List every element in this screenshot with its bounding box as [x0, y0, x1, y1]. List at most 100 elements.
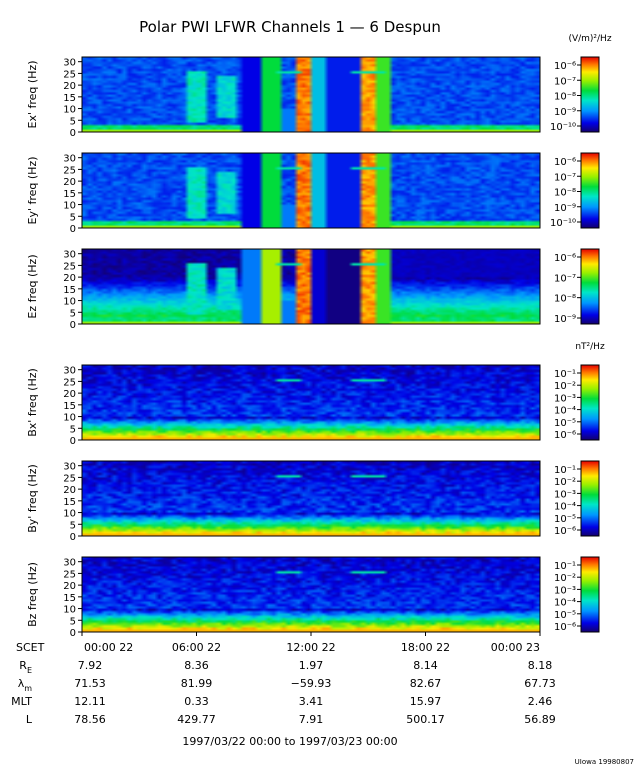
colorbar-tick-label: 10⁻⁵ [554, 514, 576, 525]
ephemeris-table: RE 7.92 8.36 1.97 8.14 8.18 λm 71.53 81.99 −59.93… [11, 659, 556, 726]
colorbar-tick-label: 10⁻⁴ [554, 406, 576, 417]
ytick-label: 30 [63, 366, 76, 377]
colorbar-tick-label: 10⁻⁶ [554, 526, 576, 537]
ytick-label: 10 [63, 509, 76, 520]
ytick-label: 10 [63, 201, 76, 212]
ephemeris-value: 0.33 [184, 695, 209, 708]
spectrogram-ez [82, 249, 540, 324]
colorbar-tick-label: 10⁻⁶ [554, 157, 576, 168]
ytick-label: 15 [63, 593, 76, 604]
colorbar-ez [580, 248, 600, 325]
ytick-label: 5 [70, 520, 76, 531]
ytick-label: 25 [63, 261, 76, 272]
ephemeris-value: 500.17 [406, 713, 445, 726]
colorbar-tick-label: 10⁻⁹ [554, 203, 576, 214]
ytick-label: 5 [70, 616, 76, 627]
ytick-label: 30 [63, 462, 76, 473]
colorbar-tick-label: 10⁻⁶ [554, 622, 576, 633]
ylabel-ez: Ez freq (Hz) [26, 254, 39, 318]
ytick-label: 15 [63, 401, 76, 412]
ephemeris-value: 15.97 [410, 695, 442, 708]
ytick-label: 25 [63, 165, 76, 176]
ytick-label: 5 [70, 308, 76, 319]
ytick-label: 0 [70, 320, 76, 331]
ytick-label: 20 [63, 273, 76, 284]
colorbar-bx [580, 364, 600, 441]
ephemeris-label: RE [19, 659, 32, 675]
unit-bx: nT²/Hz [575, 342, 605, 352]
ytick-label: 5 [70, 212, 76, 223]
ytick-label: 0 [70, 128, 76, 139]
ephemeris-value: 81.99 [181, 677, 213, 690]
ytick-label: 0 [70, 436, 76, 447]
colorbar-tick-label: 10⁻² [554, 573, 576, 584]
colorbar-tick-label: 10⁻² [554, 381, 576, 392]
colorbar-tick-label: 10⁻⁸ [554, 294, 576, 305]
ytick-label: 30 [63, 558, 76, 569]
spectrogram-ex [82, 57, 540, 132]
frame-bx [81, 364, 541, 441]
colorbar-tick-label: 10⁻⁴ [554, 598, 576, 609]
ephemeris-value: 78.56 [74, 713, 106, 726]
ephemeris-value: 71.53 [74, 677, 106, 690]
colorbar-tick-label: 10⁻³ [554, 489, 576, 500]
unit-ex: (V/m)²/Hz [568, 34, 611, 44]
spectrogram-by [82, 461, 540, 536]
ephemeris-subscript: m [24, 684, 32, 693]
ephemeris-value: 2.46 [528, 695, 553, 708]
ephemeris-value: 82.67 [410, 677, 442, 690]
spectrogram-bx [82, 365, 540, 440]
colorbar-tick-label: 10⁻⁷ [554, 172, 576, 183]
colorbar-tick-label: 10⁻⁴ [554, 502, 576, 513]
ephemeris-value: 56.89 [524, 713, 556, 726]
colorbar-tick-label: 10⁻⁵ [554, 610, 576, 621]
ephemeris-value: 7.91 [299, 713, 324, 726]
colorbar-tick-label: 10⁻³ [554, 393, 576, 404]
ephemeris-value: 1.97 [299, 659, 324, 672]
ephemeris-value: 8.18 [528, 659, 553, 672]
ytick-label: 10 [63, 605, 76, 616]
ephemeris-label: L [26, 713, 33, 726]
ephemeris-value: 429.77 [177, 713, 216, 726]
colorbar-tick-label: 10⁻⁷ [554, 273, 576, 284]
ytick-label: 20 [63, 81, 76, 92]
ephemeris-value: 7.92 [78, 659, 103, 672]
xtick-label: 06:00 22 [172, 641, 221, 654]
ytick-label: 25 [63, 569, 76, 580]
colorbar-tick-label: 10⁻⁶ [554, 61, 576, 72]
colorbar-tick-label: 10⁻¹ [554, 369, 576, 380]
ephemeris-label: λm [18, 677, 33, 693]
ytick-label: 30 [63, 250, 76, 261]
footer-credit: UIowa 19980807 [575, 758, 634, 766]
colorbar-tick-label: 10⁻⁹ [554, 107, 576, 118]
colorbar-tick-label: 10⁻⁵ [554, 418, 576, 429]
figure-title: Polar PWI LFWR Channels 1 — 6 Despun [139, 18, 441, 36]
ytick-label: 15 [63, 189, 76, 200]
spectrogram-bz [82, 557, 540, 632]
ylabel-bx: Bx' freq (Hz) [26, 368, 39, 437]
date-range: 1997/03/22 00:00 to 1997/03/23 00:00 [182, 735, 397, 748]
xtick-label: 00:00 22 [84, 641, 133, 654]
xtick-label: 00:00 23 [491, 641, 540, 654]
ytick-label: 20 [63, 581, 76, 592]
ytick-label: 10 [63, 413, 76, 424]
ephemeris-value: 67.73 [524, 677, 556, 690]
xtick-label: 18:00 22 [401, 641, 450, 654]
ephemeris-value: 3.41 [299, 695, 324, 708]
time-axis: 00:00 22 06:00 22 12:00 22 18:00 22 00:00 23… [16, 632, 541, 654]
ytick-label: 25 [63, 473, 76, 484]
colorbar-tick-label: 10⁻⁹ [554, 314, 576, 325]
ytick-label: 10 [63, 297, 76, 308]
ytick-label: 20 [63, 485, 76, 496]
ytick-label: 0 [70, 628, 76, 639]
colorbar-tick-label: 10⁻⁶ [554, 430, 576, 441]
colorbar-tick-label: 10⁻¹⁰ [550, 122, 576, 133]
ephemeris-value: 12.11 [74, 695, 106, 708]
ylabel-ey: Ey' freq (Hz) [26, 156, 39, 224]
